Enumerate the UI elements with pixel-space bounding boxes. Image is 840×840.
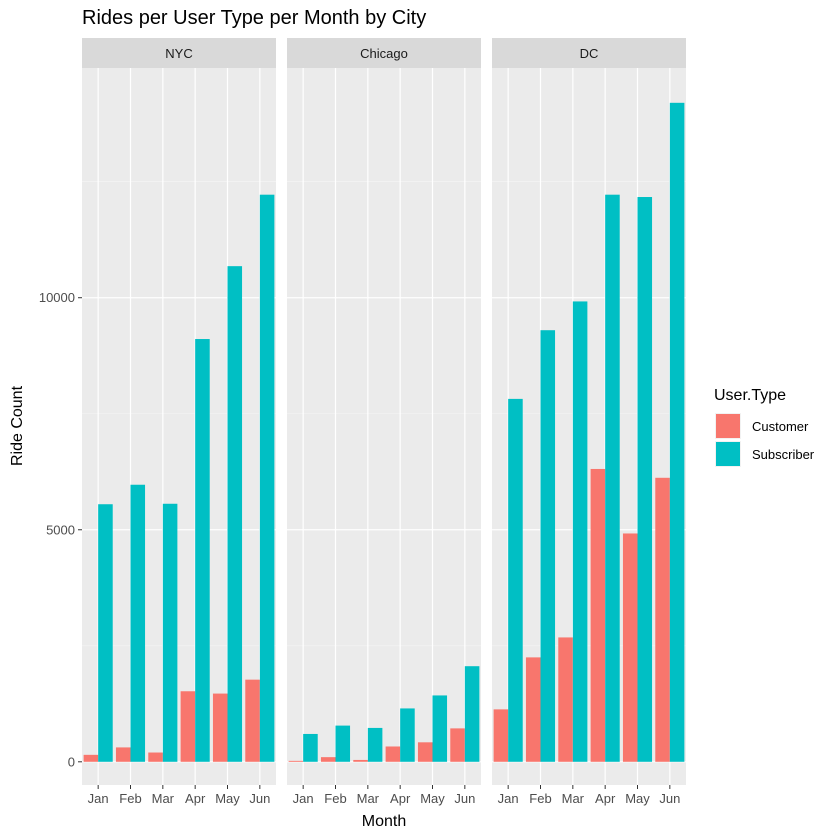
bar-nyc-subscriber-jun: [259, 194, 275, 762]
bar-dc-customer-feb: [525, 657, 541, 762]
bar-dc-subscriber-apr: [605, 194, 620, 762]
bar-nyc-customer-jan: [83, 754, 99, 762]
bar-chicago-customer-jan: [288, 760, 304, 762]
bar-dc-subscriber-may: [637, 197, 653, 762]
bar-chicago-subscriber-may: [432, 695, 448, 762]
y-tick-label: 5000: [46, 522, 75, 537]
legend-label-subscriber: Subscriber: [752, 447, 815, 462]
facet-strip: [492, 38, 686, 68]
bar-chicago-customer-apr: [385, 746, 401, 762]
x-tick-label: Apr: [595, 791, 616, 806]
facet-strip: [82, 38, 276, 68]
x-tick-label: Jan: [293, 791, 314, 806]
facet-strip-label: Chicago: [360, 46, 408, 61]
x-tick-label: May: [215, 791, 240, 806]
bar-chicago-subscriber-jan: [303, 733, 318, 762]
bar-nyc-subscriber-jan: [98, 504, 113, 762]
bar-dc-subscriber-feb: [540, 330, 556, 762]
facet-strip-label: NYC: [165, 46, 192, 61]
x-tick-label: Jan: [498, 791, 519, 806]
x-tick-label: May: [420, 791, 445, 806]
bar-dc-customer-apr: [590, 468, 606, 762]
bar-chicago-subscriber-apr: [400, 708, 415, 762]
panel-background: [492, 68, 686, 785]
y-axis: 0 5000 10000: [39, 290, 82, 769]
y-tick-label: 0: [68, 754, 75, 769]
bar-nyc-customer-feb: [115, 747, 131, 762]
x-tick-label: Mar: [357, 791, 380, 806]
bar-chicago-subscriber-jun: [464, 666, 480, 762]
bar-chicago-customer-mar: [353, 759, 368, 762]
bar-dc-customer-may: [622, 533, 638, 762]
y-axis-title: Ride Count: [9, 385, 26, 466]
x-tick-label: Feb: [324, 791, 346, 806]
bar-dc-customer-mar: [558, 637, 573, 762]
x-tick-label: Jun: [659, 791, 680, 806]
legend-key-subscriber: [716, 442, 740, 466]
x-tick-label: Feb: [529, 791, 551, 806]
x-tick-label: Jun: [249, 791, 270, 806]
x-tick-label: May: [625, 791, 650, 806]
bar-nyc-subscriber-apr: [195, 339, 210, 762]
facet-panels: NYC Jan Feb Mar Apr May Jun Chicago Jan Feb Mar Apr…: [82, 38, 686, 806]
x-tick-label: Jan: [88, 791, 109, 806]
bar-nyc-customer-apr: [180, 691, 196, 762]
x-tick-label: Jun: [454, 791, 475, 806]
x-tick-label: Feb: [119, 791, 141, 806]
facet-panel-chicago: Chicago Jan Feb Mar Apr May Jun: [287, 38, 481, 806]
bar-dc-customer-jan: [493, 709, 509, 762]
bar-chicago-subscriber-mar: [367, 727, 383, 762]
facet-strip-label: DC: [580, 46, 599, 61]
legend-key-customer: [716, 414, 740, 438]
bar-chicago-customer-feb: [320, 757, 336, 762]
bar-dc-subscriber-jan: [508, 398, 523, 762]
facet-strip: [287, 38, 481, 68]
bar-nyc-customer-may: [212, 693, 228, 762]
bar-dc-customer-jun: [655, 477, 670, 762]
x-tick-label: Apr: [185, 791, 206, 806]
chart-title: Rides per User Type per Month by City: [82, 7, 426, 29]
bar-nyc-subscriber-mar: [162, 503, 178, 762]
bar-nyc-customer-jun: [245, 679, 260, 762]
bar-dc-subscriber-mar: [572, 301, 588, 762]
facet-panel-dc: DC Jan Feb Mar Apr May Jun: [492, 38, 686, 806]
bar-nyc-customer-mar: [148, 752, 163, 762]
legend-title: User.Type: [714, 387, 786, 404]
bar-dc-subscriber-jun: [669, 102, 685, 762]
x-axis-title: Month: [362, 813, 406, 830]
x-tick-label: Mar: [562, 791, 585, 806]
bar-nyc-subscriber-feb: [130, 484, 146, 762]
bar-chicago-subscriber-feb: [335, 725, 351, 762]
panel-background: [287, 68, 481, 785]
legend-label-customer: Customer: [752, 419, 809, 434]
legend: User.Type Customer Subscriber: [714, 387, 815, 467]
bar-nyc-subscriber-may: [227, 266, 243, 762]
panel-background: [82, 68, 276, 785]
bar-chicago-customer-jun: [450, 728, 465, 762]
y-tick-label: 10000: [39, 290, 75, 305]
x-tick-label: Mar: [152, 791, 175, 806]
bar-chicago-customer-may: [417, 742, 433, 762]
x-tick-label: Apr: [390, 791, 411, 806]
facet-panel-nyc: NYC Jan Feb Mar Apr May Jun: [82, 38, 276, 806]
